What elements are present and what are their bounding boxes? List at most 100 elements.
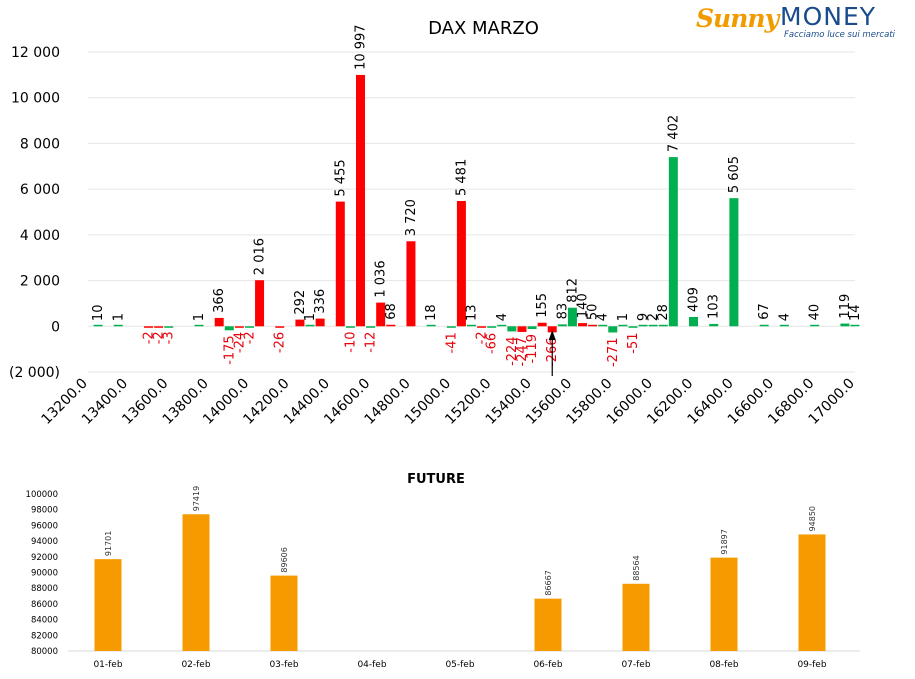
- bar-data-label: 3 720: [404, 199, 419, 236]
- red-bar: [588, 324, 598, 327]
- bar-data-label: -12: [364, 332, 379, 353]
- green-bar: [467, 324, 476, 327]
- bar-data-label: 83: [555, 303, 570, 320]
- future-x-tick-label: 02-feb: [181, 660, 210, 670]
- future-x-tick-label: 04-feb: [357, 660, 386, 670]
- logo-sunny-text: Sunny: [696, 4, 779, 33]
- bar-data-label: 67: [757, 303, 772, 320]
- green-bar: [598, 324, 608, 327]
- green-bar: [709, 323, 719, 327]
- bar-data-label: -119: [525, 334, 540, 364]
- green-bar: [487, 326, 497, 328]
- red-bar: [517, 326, 527, 332]
- y-tick-label: (2 000): [9, 365, 60, 381]
- green-bar: [244, 326, 254, 328]
- future-bar: [622, 583, 650, 651]
- red-bar: [376, 302, 386, 327]
- future-bar-label: 97419: [192, 486, 201, 511]
- y-tick-label: 2 000: [20, 274, 60, 290]
- green-bar: [305, 324, 315, 327]
- bar-data-label: 5 455: [333, 159, 348, 196]
- bar-data-label: 1: [192, 313, 207, 321]
- bar-data-label: 14: [848, 304, 863, 321]
- bar-data-label: -2: [142, 331, 157, 344]
- bar-data-label: -26: [273, 332, 288, 353]
- bar-data-label: 1: [303, 313, 318, 321]
- green-bar: [840, 323, 850, 327]
- bar-data-label: 2 016: [253, 238, 268, 275]
- green-bar: [759, 324, 769, 327]
- future-bar-label: 94850: [808, 506, 817, 531]
- bar-data-label: -175: [222, 335, 237, 365]
- green-bar: [779, 324, 789, 327]
- bar-data-label: -2: [242, 331, 257, 344]
- red-bar: [355, 74, 365, 327]
- bar-data-label: 119: [838, 294, 853, 319]
- future-bar: [710, 557, 738, 651]
- bar-data-label: 5 481: [454, 159, 469, 196]
- future-y-tick-label: 98000: [31, 506, 58, 516]
- y-tick-label: 12 000: [11, 45, 60, 61]
- y-tick-label: 4 000: [20, 228, 60, 244]
- bar-data-label: 366: [212, 288, 227, 313]
- sunny-money-logo: Sunny MONEY Facciamo luce sui mercati: [696, 2, 901, 42]
- green-bar: [426, 324, 436, 327]
- red-bar: [214, 317, 224, 327]
- bar-data-label: -41: [444, 332, 459, 353]
- green-bar: [497, 324, 507, 327]
- red-bar: [335, 201, 345, 327]
- green-bar: [850, 324, 860, 327]
- future-x-tick-label: 03-feb: [269, 660, 298, 670]
- red-bar: [537, 322, 547, 327]
- bar-data-label: 1: [616, 313, 631, 321]
- bar-data-label: 140: [576, 293, 591, 318]
- red-bar: [144, 326, 154, 328]
- green-bar: [668, 157, 678, 327]
- bar-data-label: 28: [656, 304, 671, 321]
- green-bar: [224, 326, 234, 331]
- bar-data-label: 2: [646, 313, 661, 321]
- green-bar: [729, 198, 739, 327]
- future-bar: [94, 559, 122, 651]
- future-y-tick-label: 80000: [31, 647, 58, 657]
- red-bar: [295, 319, 305, 327]
- bar-data-label: -2: [475, 331, 490, 344]
- future-x-tick-label: 08-feb: [709, 660, 738, 670]
- bar-data-label: 4: [596, 313, 611, 321]
- bar-data-label: -2: [152, 331, 167, 344]
- future-y-tick-label: 94000: [31, 537, 58, 547]
- bar-data-label: 155: [535, 293, 550, 318]
- future-bar: [182, 514, 210, 651]
- green-bar: [366, 326, 376, 328]
- future-y-tick-label: 82000: [31, 631, 58, 641]
- red-bar: [275, 326, 285, 328]
- green-bar: [507, 326, 517, 332]
- bar-data-label: 7 402: [666, 115, 681, 152]
- green-bar: [345, 326, 355, 328]
- future-chart-title: FUTURE: [407, 472, 465, 487]
- bar-data-label: 292: [293, 290, 308, 315]
- future-bar-label: 91897: [720, 529, 729, 554]
- green-bar: [638, 324, 648, 327]
- green-bar: [164, 326, 174, 328]
- bar-data-label: 10 997: [353, 24, 368, 70]
- green-bar: [810, 324, 820, 327]
- green-bar: [557, 324, 567, 327]
- bar-data-label: -224: [505, 336, 520, 366]
- red-bar: [234, 326, 244, 328]
- chart-title: DAX MARZO: [428, 18, 539, 39]
- bar-data-label: 10: [91, 305, 106, 322]
- bar-data-label: -24: [232, 332, 247, 353]
- bar-data-label: 336: [313, 289, 328, 314]
- bar-data-label: 9: [636, 313, 651, 321]
- future-bar: [270, 575, 298, 651]
- green-bar: [567, 307, 577, 327]
- bar-data-label: 13: [465, 304, 480, 321]
- future-bar-label: 88564: [632, 555, 641, 580]
- bar-data-label: -66: [485, 333, 500, 354]
- future-x-tick-label: 01-feb: [93, 660, 122, 670]
- future-x-tick-label: 06-feb: [533, 660, 562, 670]
- bar-data-label: -271: [606, 337, 621, 367]
- bar-data-label: -247: [515, 337, 530, 367]
